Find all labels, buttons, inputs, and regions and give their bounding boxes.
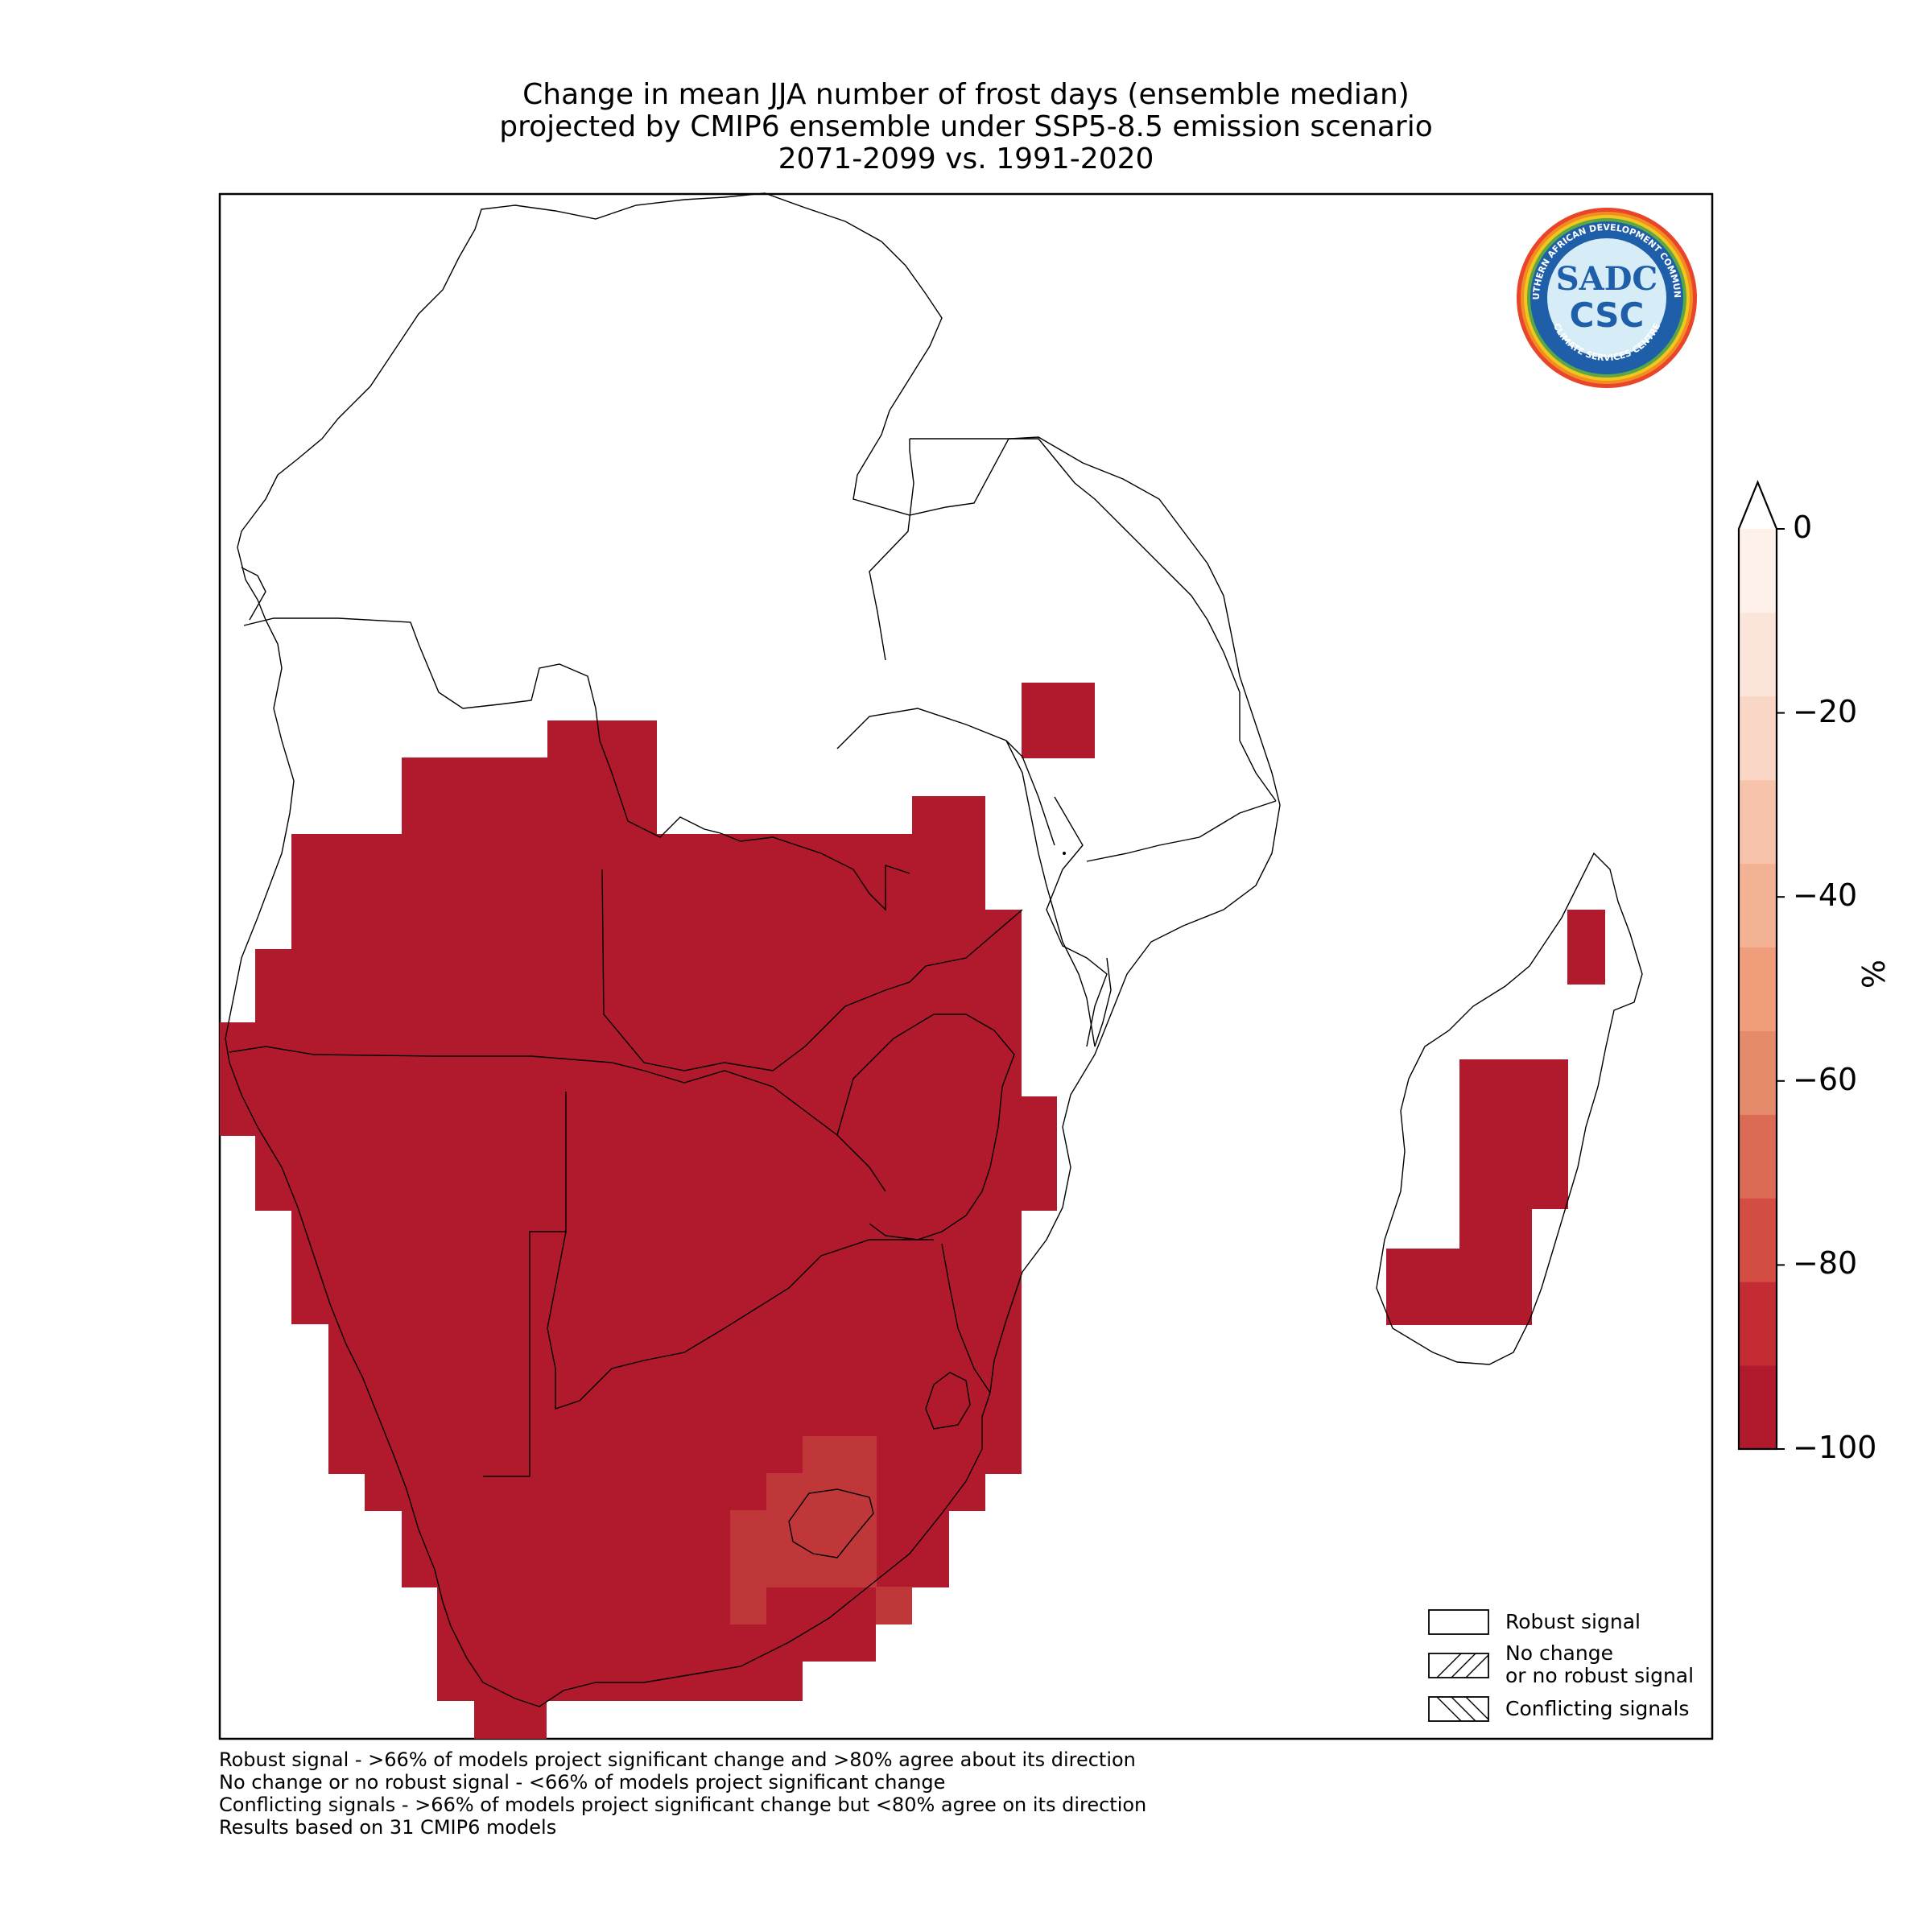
border-namibia-botswana — [483, 1092, 567, 1477]
coast-drc-west — [241, 567, 266, 621]
colorbar-segment — [1739, 696, 1777, 781]
footnote-line-1: Robust signal - >66% of models project s… — [219, 1748, 1136, 1771]
legend-label-conflicting: Conflicting signals — [1505, 1697, 1690, 1720]
logo-mark-bottom: CSC — [1570, 295, 1645, 335]
grid-cell — [876, 1587, 912, 1624]
grid-cell — [1386, 1249, 1532, 1325]
footnotes: Robust signal - >66% of models project s… — [219, 1748, 1146, 1839]
border-zambia-tanzania — [836, 708, 1055, 846]
grid-cell — [803, 1436, 877, 1474]
grid-cell — [1459, 1209, 1532, 1249]
colorbar-segment — [1739, 1114, 1777, 1199]
legend — [1428, 1609, 1489, 1722]
grid-cell — [437, 1661, 803, 1701]
footnote-line-3: Conflicting signals - >66% of models pro… — [219, 1794, 1147, 1816]
colorbar-tick-label: −20 — [1793, 693, 1858, 729]
logo-mark-top: SADC — [1556, 260, 1657, 298]
border-zambia-south — [601, 869, 1023, 1071]
grid-cell — [255, 949, 1022, 1022]
colorbar-tick-label: −80 — [1793, 1245, 1858, 1282]
colorbar-tick-label: −100 — [1793, 1430, 1877, 1465]
legend-label-robust: Robust signal — [1505, 1610, 1641, 1633]
colorbar-segment — [1739, 1030, 1777, 1115]
grid-cell — [291, 910, 1022, 950]
grid-cell — [1459, 1059, 1568, 1209]
grid-cell — [291, 1210, 1022, 1324]
colorbar-tick-label: −40 — [1793, 877, 1858, 914]
colorbar-segment — [1739, 863, 1777, 948]
grid-cell — [474, 1700, 547, 1739]
legend-label-no-change: No change or no robust signal — [1505, 1642, 1694, 1687]
grid-cell — [402, 758, 657, 835]
footnote-line-4: Results based on 31 CMIP6 models — [219, 1816, 557, 1839]
border-mozambique-malawi — [1086, 800, 1277, 862]
grid-cell — [947, 873, 985, 910]
colorbar-segment — [1739, 1198, 1777, 1282]
country-borders — [225, 192, 1281, 1707]
legend-swatch-robust — [1428, 1609, 1489, 1635]
legend-label-no-change-line1: No change — [1505, 1641, 1613, 1665]
map-title: Change in mean JJA number of frost days … — [0, 79, 1932, 175]
border-mozambique — [1046, 796, 1108, 1047]
footnote-line-2: No change or no robust signal - <66% of … — [219, 1771, 946, 1794]
border-south-africa-moz — [941, 1243, 991, 1393]
colorbar-segment — [1739, 1282, 1777, 1366]
colorbar-segment — [1739, 779, 1777, 865]
colorbar-segment — [1739, 947, 1777, 1031]
grid-cell — [328, 1323, 1022, 1474]
grid-cell — [365, 1473, 985, 1511]
grid-cell — [1567, 910, 1605, 985]
border-lesotho — [788, 1488, 874, 1558]
title-line-3: 2071-2099 vs. 1991-2020 — [778, 142, 1154, 175]
colorbar-extension — [1739, 482, 1777, 529]
island-dot — [1063, 852, 1066, 855]
border-malawi — [1005, 740, 1112, 1047]
border-congo-angola — [243, 617, 910, 911]
grid-cell — [437, 1587, 876, 1662]
sadc-csc-logo: SOUTHERN AFRICAN DEVELOPMENT COMMUNITY C… — [1511, 198, 1699, 390]
coastline-mainland — [225, 192, 1281, 1707]
colorbar-tick-label: −60 — [1793, 1061, 1858, 1097]
grid-cell — [291, 834, 947, 910]
colorbar-unit: % — [1855, 960, 1890, 989]
title-line-2: projected by CMIP6 ensemble under SSP5-8… — [499, 110, 1433, 143]
madagascar-outline — [1376, 852, 1643, 1365]
legend-swatch-conflicting — [1428, 1696, 1489, 1722]
border-namibia — [229, 1046, 886, 1192]
legend-swatch-no-change — [1428, 1653, 1489, 1678]
grid-cell — [1022, 683, 1095, 758]
grid-cell — [912, 796, 985, 873]
grid-cell — [255, 1096, 1057, 1211]
border-zimbabwe — [836, 1013, 1015, 1241]
grid-cells-secondary — [730, 1436, 912, 1624]
grid-cell — [730, 1587, 766, 1624]
colorbar — [1737, 480, 1785, 1451]
colorbar-outline — [1737, 480, 1778, 1451]
border-botswana-south — [547, 1231, 934, 1410]
colorbar-tick-label: 0 — [1793, 510, 1813, 545]
colorbar-segment — [1739, 612, 1777, 697]
grid-cell — [730, 1510, 877, 1587]
grid-cells — [220, 683, 1605, 1739]
colorbar-segment — [1739, 529, 1777, 613]
coast-kenya — [869, 439, 914, 661]
colorbar-segment — [1739, 1365, 1777, 1450]
border-tanzania — [910, 438, 1277, 802]
legend-label-no-change-line2: or no robust signal — [1505, 1664, 1695, 1687]
title-line-1: Change in mean JJA number of frost days … — [522, 78, 1410, 111]
border-eswatini — [925, 1372, 971, 1430]
grid-cell — [766, 1473, 877, 1511]
